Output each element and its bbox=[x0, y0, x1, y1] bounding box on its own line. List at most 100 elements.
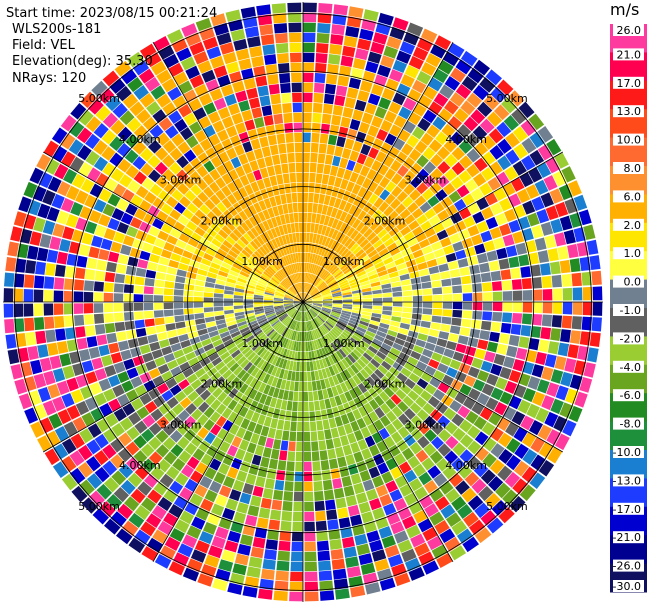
range-gate bbox=[186, 220, 198, 232]
range-gate bbox=[360, 562, 376, 575]
range-gate bbox=[83, 314, 95, 325]
range-gate bbox=[36, 153, 51, 171]
range-gate bbox=[303, 451, 312, 462]
range-gate bbox=[300, 292, 303, 302]
range-gate bbox=[54, 315, 65, 329]
range-gate bbox=[85, 371, 98, 385]
range-gate bbox=[407, 390, 420, 402]
range-gate bbox=[312, 330, 318, 340]
range-gate bbox=[307, 212, 312, 223]
range-gate bbox=[309, 253, 313, 263]
range-gate bbox=[14, 378, 28, 395]
range-gate bbox=[248, 204, 258, 216]
range-gate bbox=[318, 327, 325, 337]
range-gate bbox=[251, 107, 263, 119]
range-gate bbox=[113, 312, 124, 322]
colorbar-unit: m/s bbox=[610, 0, 640, 19]
range-gate bbox=[73, 314, 85, 326]
range-gate bbox=[209, 480, 222, 494]
range-gate bbox=[45, 430, 61, 447]
range-gate bbox=[183, 415, 196, 428]
range-gate bbox=[420, 132, 434, 146]
range-gate bbox=[463, 375, 477, 387]
range-gate bbox=[113, 486, 130, 503]
range-gate bbox=[94, 270, 106, 282]
range-gate bbox=[320, 123, 331, 134]
range-gate bbox=[443, 348, 455, 359]
range-gate bbox=[247, 505, 260, 517]
range-gate bbox=[280, 440, 289, 451]
range-gate bbox=[224, 290, 234, 295]
range-gate bbox=[243, 246, 254, 256]
range-gate bbox=[319, 450, 328, 461]
range-gate bbox=[531, 391, 546, 407]
range-gate bbox=[324, 429, 332, 440]
range-gate bbox=[283, 298, 294, 301]
range-gate bbox=[113, 361, 126, 374]
range-gate bbox=[449, 325, 461, 335]
range-gate bbox=[286, 400, 293, 411]
range-gate bbox=[144, 76, 161, 92]
range-gate bbox=[81, 412, 96, 427]
range-gate bbox=[550, 369, 564, 384]
colorbar-tick-label: -13.0 bbox=[613, 474, 641, 487]
range-gate bbox=[153, 287, 164, 295]
range-gate bbox=[321, 469, 332, 481]
range-gate bbox=[506, 438, 521, 454]
range-gate bbox=[162, 437, 176, 451]
range-gate bbox=[388, 226, 400, 237]
range-gate bbox=[359, 238, 370, 249]
range-gate bbox=[149, 341, 161, 352]
range-gate bbox=[315, 510, 326, 522]
range-gate bbox=[409, 324, 420, 333]
range-gate bbox=[562, 419, 577, 437]
range-gate bbox=[169, 209, 182, 221]
range-gate bbox=[124, 149, 139, 164]
range-gate bbox=[320, 325, 328, 334]
range-gate bbox=[346, 87, 359, 99]
range-gate bbox=[278, 236, 285, 246]
range-gate bbox=[301, 302, 303, 312]
range-gate bbox=[401, 346, 413, 356]
range-gate bbox=[208, 266, 219, 275]
range-gate bbox=[239, 343, 249, 352]
range-gate bbox=[285, 318, 293, 327]
range-gate bbox=[129, 346, 142, 358]
range-gate bbox=[56, 380, 70, 395]
range-gate bbox=[293, 112, 302, 123]
range-gate bbox=[94, 368, 107, 381]
range-gate bbox=[291, 320, 296, 330]
range-gate bbox=[145, 326, 157, 336]
range-gate bbox=[482, 311, 493, 321]
range-gate bbox=[497, 79, 514, 96]
range-gate bbox=[285, 293, 295, 298]
range-gate bbox=[226, 359, 237, 369]
range-gate bbox=[319, 590, 335, 601]
range-gate bbox=[530, 454, 546, 471]
range-gate bbox=[210, 55, 225, 69]
range-gate bbox=[232, 262, 243, 271]
range-gate bbox=[37, 344, 49, 359]
range-gate bbox=[296, 242, 301, 253]
range-gate bbox=[290, 182, 297, 193]
range-gate bbox=[332, 437, 342, 448]
range-gate bbox=[404, 378, 416, 390]
range-gate bbox=[163, 295, 174, 302]
range-gate bbox=[303, 302, 313, 305]
range-gate bbox=[140, 162, 154, 177]
range-gate bbox=[133, 171, 147, 185]
range-gate bbox=[451, 520, 468, 536]
range-gate bbox=[567, 180, 582, 197]
range-gate bbox=[145, 269, 157, 279]
range-gate bbox=[545, 157, 561, 174]
range-gate bbox=[422, 348, 434, 358]
range-gate bbox=[73, 303, 84, 315]
range-gate bbox=[141, 177, 155, 191]
range-gate bbox=[336, 136, 346, 148]
range-gate bbox=[436, 458, 450, 472]
range-gate bbox=[319, 256, 326, 267]
range-gate bbox=[430, 408, 443, 422]
range-gate bbox=[65, 214, 79, 228]
range-gate bbox=[352, 245, 362, 255]
range-gate bbox=[335, 350, 344, 360]
